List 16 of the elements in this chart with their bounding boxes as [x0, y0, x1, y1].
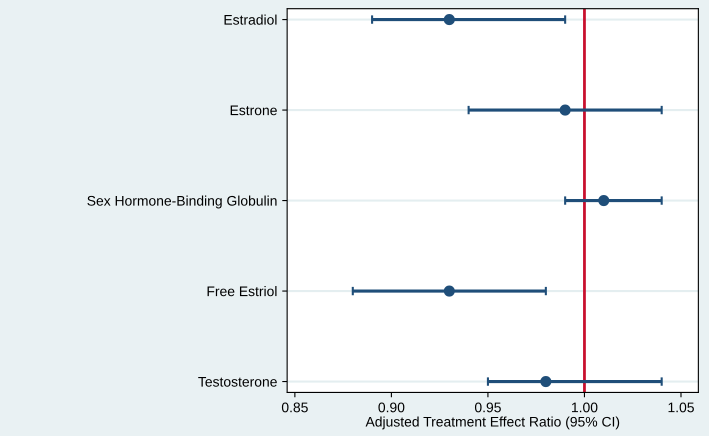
y-tick-label: Estradiol: [224, 14, 276, 25]
point: [560, 104, 571, 116]
x-tick-label: 1.05: [668, 402, 694, 412]
point: [444, 285, 455, 297]
point: [598, 195, 610, 206]
y-tick-label: Sex Hormone-Binding Globulin: [87, 196, 277, 208]
x-tick-label: 1.00: [572, 402, 598, 412]
x-tick-label: 0.85: [282, 402, 308, 412]
point: [444, 14, 455, 26]
point: [540, 376, 552, 388]
x-tick-label: 0.95: [474, 402, 501, 412]
y-tick-label: Free Estriol: [208, 286, 276, 296]
y-tick-label: Estrone: [230, 106, 277, 116]
y-tick-label: Testosterone: [198, 377, 277, 387]
x-tick-label: 0.90: [378, 402, 404, 412]
x-axis-title: Adjusted Treatment Effect Ratio (95% CI): [366, 416, 620, 430]
